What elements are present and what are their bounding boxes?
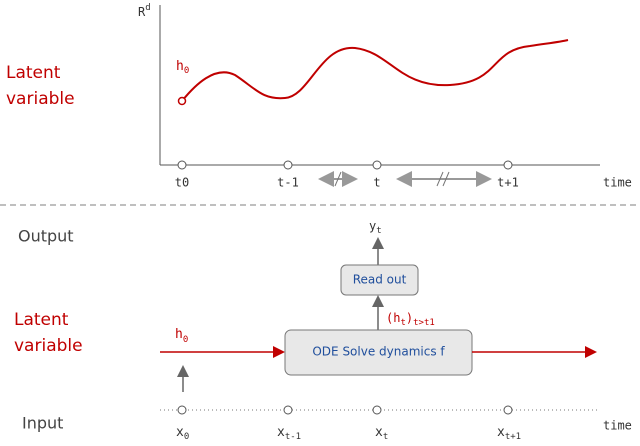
tick-label: t+1 [497,176,519,190]
output-label: Output [18,227,74,246]
var-sub: t+1 [505,432,521,442]
latent-curve [181,39,569,102]
curve-label-sub: 0 [184,66,189,76]
input-point [283,405,293,415]
var-base: x [375,425,383,440]
side-label: variable [14,336,83,356]
tick-point [177,160,187,170]
side-label: Latent [6,63,61,83]
input-point [177,405,187,415]
state-sub: t [400,318,405,328]
side-label: variable [6,89,75,109]
tick-point [503,160,513,170]
tick-point [372,160,382,170]
break-mark [436,171,444,187]
state-sub: t>t1 [413,318,435,328]
var-base: x [497,425,505,440]
time-label: time [603,176,632,190]
var-sub: t [383,432,388,442]
bottom-panel: Output Input Latent variable yt Read out… [14,219,632,442]
axis-label-sup: d [145,3,150,13]
initial-label: h0 [175,327,188,345]
break-mark [442,171,450,187]
tick-label: t0 [175,176,189,190]
break-mark [334,171,342,187]
axis-label-base: R [138,5,146,19]
initial-point [177,96,187,106]
readout-text: Read out [353,273,407,287]
var-base: x [277,425,285,440]
input-var: xt-1 [277,425,301,442]
input-var: xt [375,425,388,442]
var-sub: t [376,226,381,236]
input-label: Input [22,414,63,433]
input-var: xt+1 [497,425,521,442]
input-point [503,405,513,415]
axis-label: Rd [138,3,151,19]
var-base: y [369,219,376,233]
input-point [372,405,382,415]
solver-text: ODE Solve dynamics f [312,345,445,359]
var-base: h [175,327,183,342]
curve-label-base: h [176,59,184,74]
state-label: (ht)t>t1 [386,311,435,328]
var-base: x [176,425,184,440]
tick-point [283,160,293,170]
var-sub: t-1 [285,432,301,442]
tick-label: t-1 [277,176,299,190]
output-var: yt [369,219,382,236]
var-sub: 0 [183,335,188,345]
var-sub: 0 [184,432,189,442]
side-label: Latent [14,310,69,330]
time-label: time [603,419,632,433]
state-close: ) [406,311,413,325]
curve-label: h0 [176,59,189,76]
input-var: x0 [176,425,189,442]
top-panel: Rd h0 Latent variable t0 t-1 t t+1 time [6,3,632,190]
state-open: (h [386,311,400,325]
tick-label: t [373,176,380,190]
